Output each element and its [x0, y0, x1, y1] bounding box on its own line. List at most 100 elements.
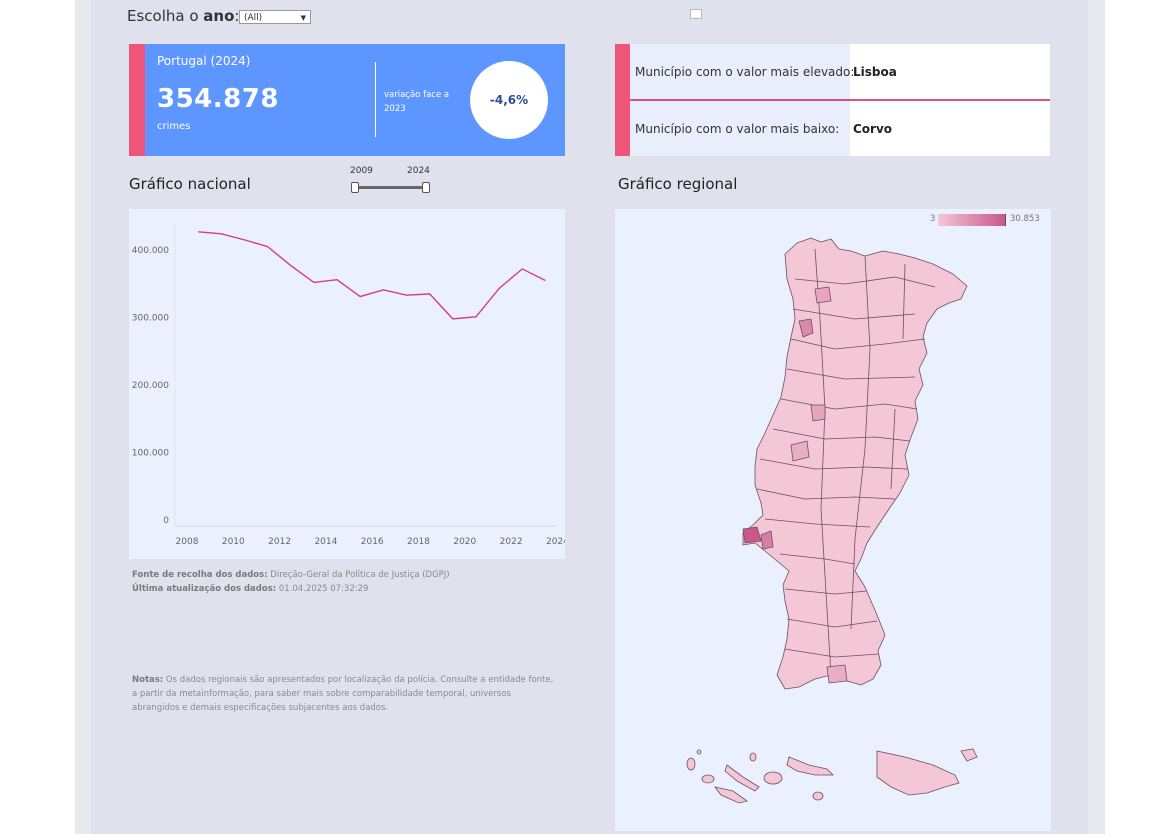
- year-range-slider[interactable]: 2009 2024: [350, 166, 432, 196]
- data-point[interactable]: [451, 317, 454, 320]
- x-tick-label: 2016: [361, 537, 384, 547]
- chevron-down-icon: ▼: [300, 14, 306, 22]
- graciosa-island[interactable]: [749, 752, 757, 762]
- kpi-variation-value: -4,6%: [489, 93, 529, 107]
- leiria-region[interactable]: [790, 440, 810, 462]
- muni-highest-label: Município com o valor mais elevado:: [635, 65, 855, 79]
- pico-island[interactable]: [714, 786, 748, 804]
- x-tick-label: 2020: [453, 537, 476, 547]
- y-tick-label: 400.000: [132, 246, 169, 256]
- year-filter-bold: ano: [203, 7, 235, 25]
- muni-lowest-value: Corvo: [853, 122, 893, 136]
- kpi-unit: crimes: [157, 121, 191, 132]
- coimbra-region[interactable]: [810, 404, 826, 422]
- crime-series-line[interactable]: [198, 231, 546, 320]
- source-value: Direção-Geral da Política de Justiça (DG…: [270, 570, 450, 580]
- x-tick-label: 2008: [176, 537, 199, 547]
- muni-separator: [630, 99, 1050, 101]
- data-point[interactable]: [266, 245, 269, 248]
- y-tick-label: 300.000: [132, 314, 169, 324]
- mainland-map[interactable]: [742, 237, 968, 690]
- national-chart-title: Gráfico nacional: [129, 175, 251, 193]
- slider-max-label: 2024: [407, 166, 430, 176]
- y-tick-label: 200.000: [132, 381, 169, 391]
- porto-santo-island[interactable]: [960, 748, 978, 762]
- data-point[interactable]: [428, 292, 431, 295]
- portugal-map-svg: [686, 237, 978, 804]
- notes-text: Os dados regionais são apresentados por …: [132, 675, 554, 713]
- x-tick-label: 2018: [407, 537, 430, 547]
- sao-jorge-island[interactable]: [724, 764, 760, 792]
- kpi-variation-label: variação face a 2023: [384, 90, 450, 114]
- setubal-region[interactable]: [760, 530, 774, 550]
- muni-highest-value: Lisboa: [853, 65, 897, 79]
- national-line-chart: 0 100.000 200.000 300.000 400.000 2008 2010 201…: [129, 209, 569, 559]
- corvo-island[interactable]: [696, 749, 702, 755]
- braga-region[interactable]: [814, 286, 832, 304]
- year-select-value: (All): [244, 13, 263, 23]
- line-chart-svg: 0 100.000 200.000 300.000 400.000 2008 2010 201…: [132, 223, 569, 547]
- x-tick-label: 2022: [500, 537, 523, 547]
- national-kpi-card: Portugal (2024) 354.878 crimes variação …: [129, 44, 565, 156]
- faial-island[interactable]: [701, 774, 715, 784]
- data-point[interactable]: [220, 232, 223, 235]
- map-internal-borders: [756, 248, 936, 676]
- slider-handle-max[interactable]: [422, 182, 430, 193]
- muni-lowest-label: Município com o valor mais baixo:: [635, 122, 840, 136]
- slider-track[interactable]: [355, 186, 425, 189]
- muni-row-lowest-bg: [630, 101, 850, 156]
- year-select[interactable]: (All) ▼: [239, 10, 311, 24]
- x-tick-label: 2010: [222, 537, 245, 547]
- data-point[interactable]: [335, 278, 338, 281]
- kpi-divider: [375, 62, 376, 137]
- year-filter-suffix: :: [234, 7, 240, 25]
- data-point[interactable]: [521, 267, 524, 270]
- legend-color-bar: [938, 214, 1006, 226]
- data-point[interactable]: [474, 315, 477, 318]
- y-tick-label: 0: [163, 516, 169, 526]
- notes-paragraph: Notas: Os dados regionais são apresentad…: [132, 673, 560, 715]
- municipality-card: Município com o valor mais elevado: Lisb…: [615, 44, 1050, 156]
- data-point[interactable]: [289, 264, 292, 267]
- kpi-variation-badge: -4,6%: [470, 61, 548, 139]
- data-point[interactable]: [405, 294, 408, 297]
- madeira-island[interactable]: [876, 750, 960, 796]
- sao-miguel-island[interactable]: [786, 756, 834, 776]
- x-tick-label: 2014: [314, 537, 337, 547]
- faro-region[interactable]: [826, 664, 848, 684]
- x-tick-label: 2024: [546, 537, 565, 547]
- y-tick-label: 100.000: [132, 449, 169, 459]
- regional-map: 3 30.853: [615, 209, 1051, 831]
- flores-island[interactable]: [686, 757, 696, 771]
- updated-label: Última atualização dos dados:: [132, 584, 277, 594]
- santa-maria-island[interactable]: [812, 791, 824, 801]
- lisboa-region[interactable]: [742, 526, 762, 544]
- kpi-accent-stripe: [129, 44, 145, 156]
- source-label: Fonte de recolha dos dados:: [132, 570, 268, 580]
- kpi-title: Portugal (2024): [157, 54, 251, 68]
- data-point[interactable]: [544, 279, 547, 282]
- updated-value: 01.04.2025 07:32:29: [278, 584, 369, 594]
- year-filter-prefix: Escolha o: [127, 7, 204, 25]
- x-tick-label: 2012: [268, 537, 291, 547]
- broken-image-icon: [690, 9, 702, 19]
- data-point[interactable]: [382, 288, 385, 291]
- terceira-island[interactable]: [763, 771, 783, 785]
- year-filter-label: Escolha o ano:: [127, 7, 239, 25]
- muni-accent-stripe: [615, 44, 630, 156]
- slider-min-label: 2009: [350, 166, 373, 176]
- muni-row-highest-bg: [630, 44, 850, 100]
- legend-max-label: 30.853: [1010, 214, 1040, 224]
- data-point[interactable]: [359, 295, 362, 298]
- data-point[interactable]: [243, 238, 246, 241]
- porto-region[interactable]: [798, 318, 814, 338]
- kpi-value: 354.878: [157, 84, 279, 114]
- data-point[interactable]: [197, 230, 200, 233]
- notes-label: Notas:: [132, 675, 164, 685]
- data-point[interactable]: [312, 281, 315, 284]
- update-note: Última atualização dos dados: 01.04.2025…: [132, 582, 562, 596]
- regional-chart-title: Gráfico regional: [618, 175, 738, 193]
- data-point[interactable]: [498, 287, 501, 290]
- legend-min-label: 3: [930, 214, 936, 224]
- slider-handle-min[interactable]: [351, 182, 359, 193]
